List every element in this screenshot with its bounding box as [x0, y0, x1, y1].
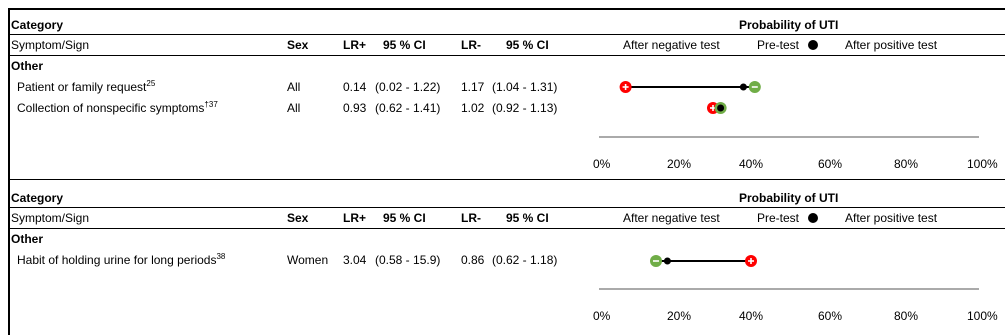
header-after-negative: After negative test — [623, 38, 720, 52]
row-sex: Women — [287, 253, 329, 267]
header-lr-pos: LR+ — [343, 38, 367, 52]
header-bottom-rule — [8, 55, 1005, 56]
tick-label: 100% — [967, 157, 998, 171]
row-sex: All — [287, 101, 301, 115]
row-sex: All — [287, 80, 301, 94]
tick-label: 0% — [593, 309, 611, 323]
tick-label: 80% — [894, 157, 919, 171]
pre-test-marker — [739, 83, 747, 91]
header-pre-test: Pre-test — [757, 38, 800, 52]
probability-title: Probability of UTI — [739, 18, 839, 32]
header-ci-pos: 95 % CI — [383, 38, 426, 52]
tick-label: 40% — [739, 309, 764, 323]
row-lr-pos: 0.14 — [343, 80, 367, 94]
row-label: Habit of holding urine for long periods3… — [17, 252, 226, 268]
header-after-positive: After positive test — [845, 38, 938, 52]
pre-test-marker — [663, 257, 671, 265]
panel-separator — [8, 179, 1005, 180]
row-ci-neg: (1.04 - 1.31) — [492, 80, 558, 94]
tick-label: 20% — [667, 157, 692, 171]
header-sex: Sex — [287, 211, 309, 225]
legend-pre-test-dot — [808, 213, 818, 223]
forest-plot-frame — [8, 8, 1005, 335]
header-sex: Sex — [287, 38, 309, 52]
header-category: Category — [11, 191, 64, 205]
header-ci-pos: 95 % CI — [383, 211, 426, 225]
header-category: Category — [11, 18, 64, 32]
header-symptom-sign: Symptom/Sign — [11, 211, 90, 225]
row-lr-pos: 3.04 — [343, 253, 367, 267]
reference-number: †37 — [204, 100, 218, 109]
tick-label: 20% — [667, 309, 692, 323]
header-lr-neg: LR- — [461, 211, 481, 225]
header-lr-neg: LR- — [461, 38, 481, 52]
row-label: Patient or family request25 — [17, 79, 156, 95]
row-lr-neg: 1.02 — [461, 101, 485, 115]
row-lr-neg: 0.86 — [461, 253, 485, 267]
tick-label: 80% — [894, 309, 919, 323]
reference-number: 25 — [146, 79, 156, 88]
group-label: Other — [11, 59, 44, 73]
header-pre-test: Pre-test — [757, 211, 800, 225]
tick-label: 60% — [818, 309, 843, 323]
tick-label: 60% — [818, 157, 843, 171]
tick-label: 0% — [593, 157, 611, 171]
tick-label: 40% — [739, 157, 764, 171]
group-label: Other — [11, 232, 44, 246]
header-ci-neg: 95 % CI — [506, 211, 549, 225]
row-lr-pos: 0.93 — [343, 101, 367, 115]
tick-label: 100% — [967, 309, 998, 323]
header-after-positive: After positive test — [845, 211, 938, 225]
row-ci-pos: (0.02 - 1.22) — [375, 80, 441, 94]
row-lr-neg: 1.17 — [461, 80, 485, 94]
probability-title: Probability of UTI — [739, 191, 839, 205]
header-symptom-sign: Symptom/Sign — [11, 38, 90, 52]
row-label: Collection of nonspecific symptoms†37 — [17, 100, 218, 116]
header-ci-neg: 95 % CI — [506, 38, 549, 52]
legend-pre-test-dot — [808, 40, 818, 50]
header-after-negative: After negative test — [623, 211, 720, 225]
row-ci-neg: (0.92 - 1.13) — [492, 101, 558, 115]
header-top-rule — [8, 34, 1005, 35]
row-ci-pos: (0.62 - 1.41) — [375, 101, 441, 115]
row-ci-pos: (0.58 - 15.9) — [375, 253, 441, 267]
reference-number: 38 — [216, 252, 226, 261]
header-bottom-rule — [8, 228, 1005, 229]
row-ci-neg: (0.62 - 1.18) — [492, 253, 558, 267]
header-top-rule — [8, 207, 1005, 208]
pre-test-marker — [717, 104, 725, 112]
header-lr-pos: LR+ — [343, 211, 367, 225]
